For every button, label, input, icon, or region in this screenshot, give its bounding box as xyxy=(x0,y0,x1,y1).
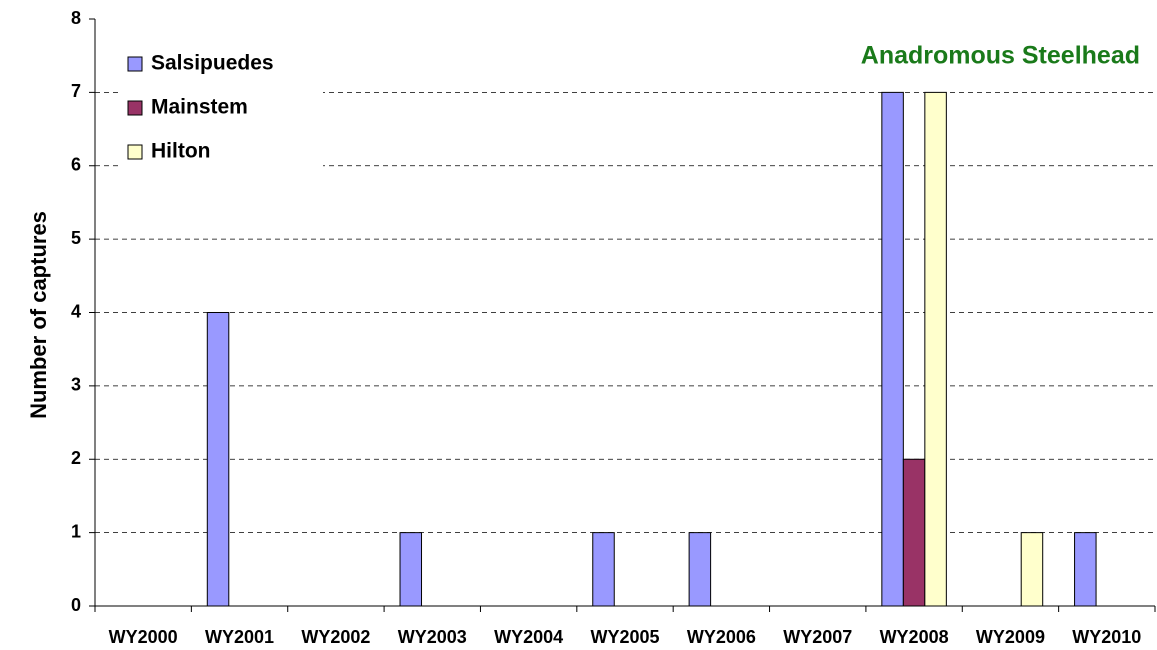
bar xyxy=(688,532,712,607)
y-tick-label: 2 xyxy=(71,448,81,468)
legend-box xyxy=(118,42,323,167)
x-tick-label: WY2004 xyxy=(494,627,563,647)
y-tick-label: 1 xyxy=(71,521,81,541)
y-tick-label: 4 xyxy=(71,301,81,321)
bar xyxy=(1074,532,1097,607)
y-tick-label: 7 xyxy=(71,81,81,101)
x-tick-label: WY2005 xyxy=(590,627,659,647)
legend-swatch xyxy=(127,56,143,72)
legend-swatch xyxy=(127,100,143,116)
y-tick-label: 5 xyxy=(71,228,81,248)
bar xyxy=(592,532,615,607)
y-tick-label: 3 xyxy=(71,375,81,395)
legend-swatch xyxy=(127,144,143,160)
chart-title: Anadromous Steelhead xyxy=(861,42,1140,70)
bar xyxy=(206,312,230,607)
y-axis-label: Number of captures xyxy=(26,211,51,419)
bar xyxy=(1020,532,1044,607)
bar xyxy=(924,91,947,607)
x-tick-label: WY2000 xyxy=(109,627,178,647)
x-tick-label: WY2002 xyxy=(301,627,370,647)
y-tick-label: 8 xyxy=(71,8,81,28)
bar xyxy=(399,532,423,607)
title-box xyxy=(780,38,1150,76)
y-tick-label: 0 xyxy=(71,595,81,615)
y-tick-label: 6 xyxy=(71,155,81,175)
x-tick-label: WY2003 xyxy=(398,627,467,647)
x-tick-label: WY2001 xyxy=(205,627,274,647)
legend-label: Mainstem xyxy=(151,96,248,119)
legend-label: Hilton xyxy=(151,140,210,163)
x-tick-label: WY2007 xyxy=(783,627,852,647)
x-tick-label: WY2006 xyxy=(687,627,756,647)
x-tick-label: WY2010 xyxy=(1072,627,1141,647)
bar xyxy=(881,91,904,607)
x-tick-label: WY2008 xyxy=(880,627,949,647)
bar xyxy=(902,458,926,607)
legend-label: Salsipuedes xyxy=(151,52,274,75)
x-tick-label: WY2009 xyxy=(976,627,1045,647)
